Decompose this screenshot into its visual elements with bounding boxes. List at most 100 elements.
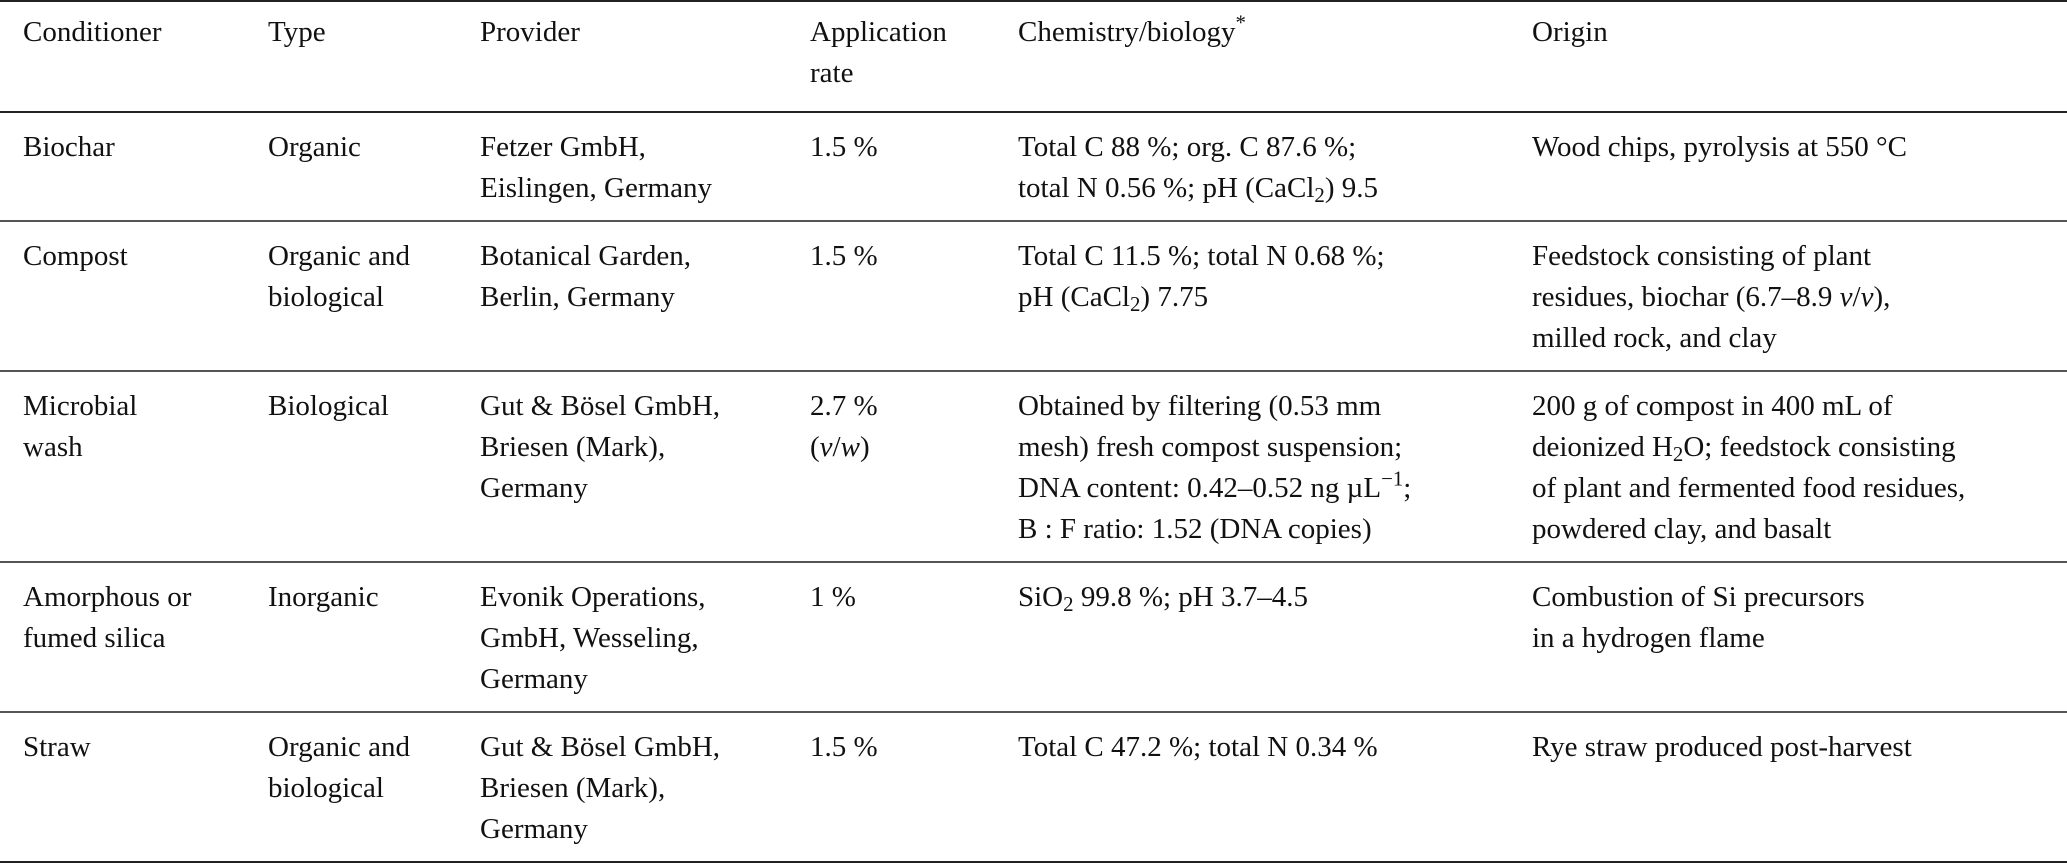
origin-slash: / xyxy=(1852,281,1861,313)
chem-text: 99.8 %; pH 3.7–4.5 xyxy=(1073,581,1308,613)
table-row: Straw Organic and biological Gut & Bösel… xyxy=(0,712,2067,863)
provider-line: Briesen (Mark), xyxy=(480,431,666,463)
cell-application-rate: 1.5 % xyxy=(810,221,1018,372)
origin-text: ), xyxy=(1873,281,1891,313)
origin-line: 200 g of compost in 400 mL of xyxy=(1532,390,1893,422)
table-row: Microbial wash Biological Gut & Bösel Gm… xyxy=(0,371,2067,563)
header-chemistry-footnote-marker: * xyxy=(1235,10,1246,35)
cell-origin: Feedstock consisting of plant residues, … xyxy=(1532,221,2067,372)
rate-italic-w: w xyxy=(840,431,860,463)
cell-provider: Fetzer GmbH, Eislingen, Germany xyxy=(480,112,810,222)
cell-provider: Gut & Bösel GmbH, Briesen (Mark), German… xyxy=(480,371,810,563)
cell-conditioner: Compost xyxy=(0,221,268,372)
origin-line: of plant and fermented food residues, xyxy=(1532,472,1966,504)
chem-text: ; xyxy=(1403,472,1412,504)
rate-slash: / xyxy=(832,431,841,463)
table-row: Biochar Organic Fetzer GmbH, Eislingen, … xyxy=(0,112,2067,222)
cell-type: Organic and biological xyxy=(268,712,480,863)
chem-line: total N 0.56 %; pH (CaCl2) 9.5 xyxy=(1018,168,1532,209)
cell-chemistry: Total C 88 %; org. C 87.6 %; total N 0.5… xyxy=(1018,112,1532,222)
header-chemistry-label: Chemistry/biology xyxy=(1018,16,1236,48)
provider-line: Eislingen, Germany xyxy=(480,172,712,204)
chem-text: total N 0.56 %; pH (CaCl xyxy=(1018,172,1315,204)
origin-line: Combustion of Si precursors xyxy=(1532,581,1865,613)
provider-line: Gut & Bösel GmbH, xyxy=(480,731,721,763)
cell-origin: Combustion of Si precursors in a hydroge… xyxy=(1532,562,2067,713)
header-conditioner: Conditioner xyxy=(0,0,268,113)
chem-line: SiO2 99.8 %; pH 3.7–4.5 xyxy=(1018,577,1532,618)
origin-subscript: 2 xyxy=(1672,442,1684,467)
rate-line: (v/w) xyxy=(810,427,1018,468)
header-type: Type xyxy=(268,0,480,113)
header-origin: Origin xyxy=(1532,0,2067,113)
conditioner-line: fumed silica xyxy=(23,622,166,654)
chem-line: Total C 88 %; org. C 87.6 %; xyxy=(1018,131,1357,163)
cell-origin: Rye straw produced post-harvest xyxy=(1532,712,2067,863)
header-application-rate: Application rate xyxy=(810,0,1018,113)
header-application-rate-line2: rate xyxy=(810,57,854,89)
chem-line: pH (CaCl2) 7.75 xyxy=(1018,277,1532,318)
rate-italic-v: v xyxy=(819,431,833,463)
origin-line: residues, biochar (6.7–8.9 v/v), xyxy=(1532,277,2067,318)
chem-superscript: −1 xyxy=(1381,466,1404,491)
cell-chemistry: SiO2 99.8 %; pH 3.7–4.5 xyxy=(1018,562,1532,713)
chem-line: mesh) fresh compost suspension; xyxy=(1018,431,1403,463)
cell-provider: Evonik Operations, GmbH, Wesseling, Germ… xyxy=(480,562,810,713)
cell-type: Inorganic xyxy=(268,562,480,713)
origin-italic-v: v xyxy=(1860,281,1874,313)
chem-line: DNA content: 0.42–0.52 ng µL−1; xyxy=(1018,468,1532,509)
cell-provider: Gut & Bösel GmbH, Briesen (Mark), German… xyxy=(480,712,810,863)
chem-line: Total C 11.5 %; total N 0.68 %; xyxy=(1018,240,1385,272)
provider-line: Briesen (Mark), xyxy=(480,772,666,804)
type-line: biological xyxy=(268,772,384,804)
provider-line: Germany xyxy=(480,472,588,504)
header-provider: Provider xyxy=(480,0,810,113)
cell-chemistry: Total C 11.5 %; total N 0.68 %; pH (CaCl… xyxy=(1018,221,1532,372)
cell-type: Organic xyxy=(268,112,480,222)
chem-line: B : F ratio: 1.52 (DNA copies) xyxy=(1018,513,1372,545)
cell-conditioner: Biochar xyxy=(0,112,268,222)
type-line: biological xyxy=(268,281,384,313)
provider-line: GmbH, Wesseling, xyxy=(480,622,699,654)
cell-application-rate: 2.7 % (v/w) xyxy=(810,371,1018,563)
chem-subscript: 2 xyxy=(1063,592,1074,617)
chem-text: ) 7.75 xyxy=(1140,281,1209,313)
header-application-rate-line1: Application xyxy=(810,16,947,48)
provider-line: Fetzer GmbH, xyxy=(480,131,646,163)
origin-line: in a hydrogen flame xyxy=(1532,622,1765,654)
cell-chemistry: Total C 47.2 %; total N 0.34 % xyxy=(1018,712,1532,863)
origin-text: residues, biochar (6.7–8.9 xyxy=(1532,281,1840,313)
chem-text: pH (CaCl xyxy=(1018,281,1130,313)
cell-provider: Botanical Garden, Berlin, Germany xyxy=(480,221,810,372)
provider-line: Germany xyxy=(480,663,588,695)
cell-origin: Wood chips, pyrolysis at 550 °C xyxy=(1532,112,2067,222)
cell-type: Biological xyxy=(268,371,480,563)
origin-line: milled rock, and clay xyxy=(1532,322,1777,354)
conditioner-line: Microbial xyxy=(23,390,138,422)
header-row: Conditioner Type Provider Application ra… xyxy=(0,0,2067,113)
provider-line: Botanical Garden, xyxy=(480,240,691,272)
rate-paren: ( xyxy=(810,431,820,463)
chem-text: ) 9.5 xyxy=(1324,172,1379,204)
origin-line: deionized H2O; feedstock consisting xyxy=(1532,427,2067,468)
cell-origin: 200 g of compost in 400 mL of deionized … xyxy=(1532,371,2067,563)
chem-line: Total C 47.2 %; total N 0.34 % xyxy=(1018,731,1378,763)
provider-line: Berlin, Germany xyxy=(480,281,675,313)
cell-application-rate: 1 % xyxy=(810,562,1018,713)
provider-line: Germany xyxy=(480,813,588,845)
rate-line: 2.7 % xyxy=(810,390,878,422)
origin-line: Feedstock consisting of plant xyxy=(1532,240,1872,272)
cell-conditioner: Amorphous or fumed silica xyxy=(0,562,268,713)
type-line: Organic and xyxy=(268,731,410,763)
chem-subscript: 2 xyxy=(1129,292,1141,317)
origin-text: deionized H xyxy=(1532,431,1673,463)
cell-chemistry: Obtained by filtering (0.53 mm mesh) fre… xyxy=(1018,371,1532,563)
type-line: Organic and xyxy=(268,240,410,272)
origin-line: Wood chips, pyrolysis at 550 °C xyxy=(1532,131,1907,163)
chem-text: DNA content: 0.42–0.52 ng µL xyxy=(1018,472,1382,504)
cell-type: Organic and biological xyxy=(268,221,480,372)
origin-text: O; feedstock consisting xyxy=(1683,431,1956,463)
conditioner-line: Amorphous or xyxy=(23,581,192,613)
chem-text: SiO xyxy=(1018,581,1064,613)
